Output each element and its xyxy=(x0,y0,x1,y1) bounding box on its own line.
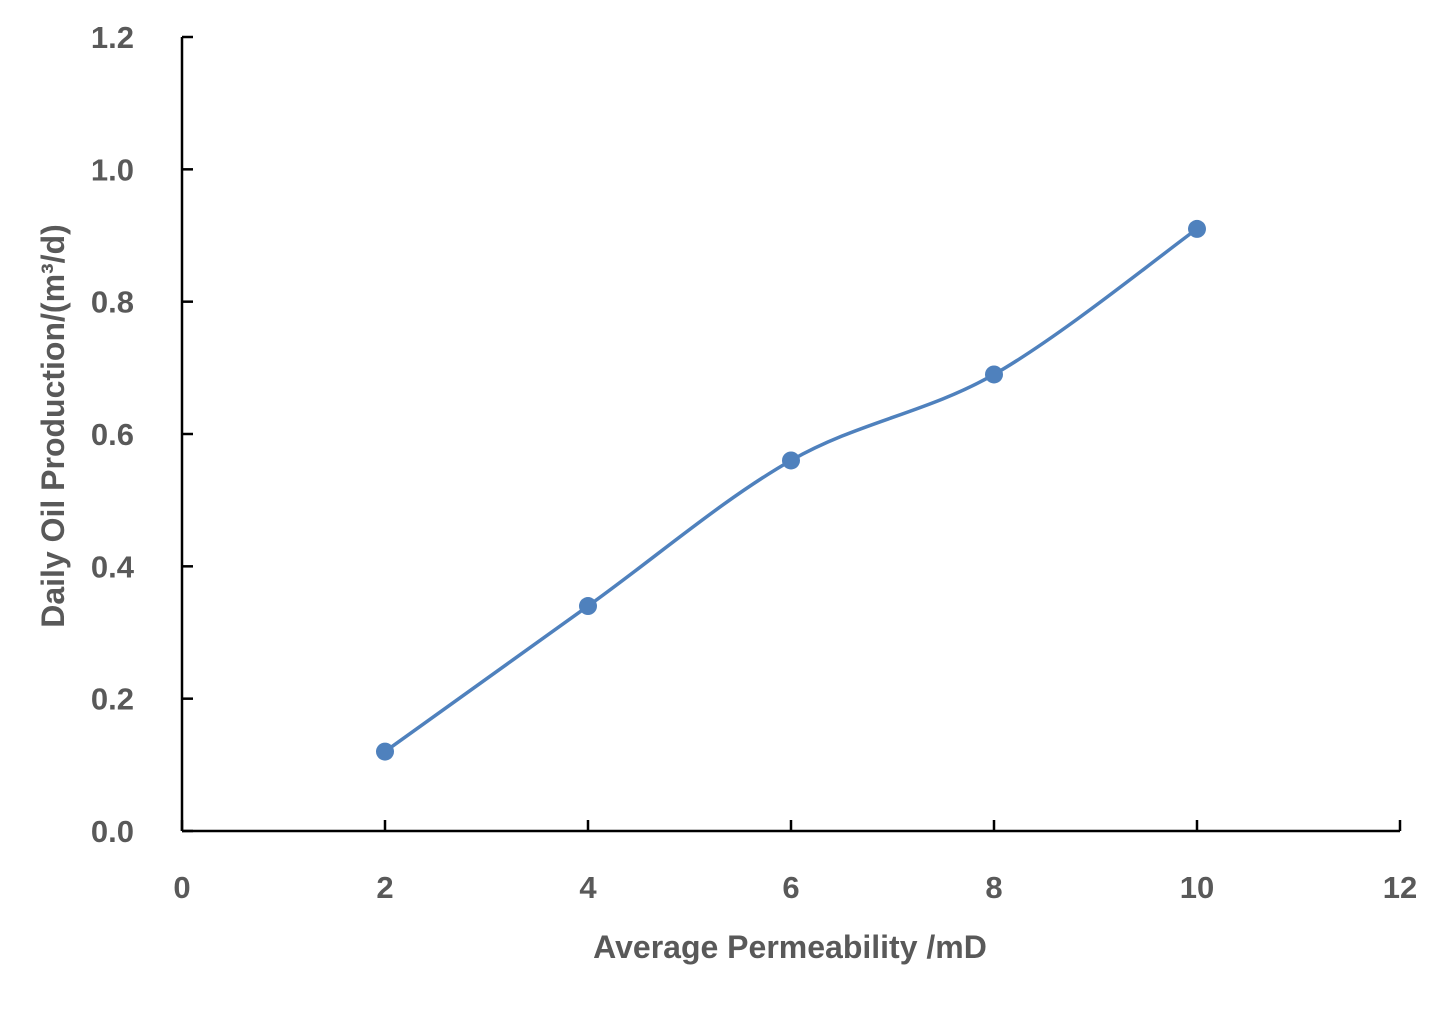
y-tick-label: 0.4 xyxy=(91,549,135,584)
x-tick-label: 10 xyxy=(1180,870,1214,905)
data-point xyxy=(579,597,597,616)
series-line xyxy=(383,227,1199,754)
y-tick-label: 0.0 xyxy=(91,814,134,849)
y-tick-label: 1.0 xyxy=(91,152,134,187)
y-axis-title: Daily Oil Production/(m³/d) xyxy=(35,224,71,628)
x-tick-label: 8 xyxy=(985,870,1002,905)
data-point xyxy=(1188,219,1206,238)
y-ticks: 0.0 0.2 0.4 0.6 0.8 1.0 1.2 xyxy=(91,20,193,849)
axes xyxy=(180,37,1400,833)
x-tick-label: 6 xyxy=(782,870,799,905)
data-point xyxy=(985,365,1003,384)
x-tick-label: 12 xyxy=(1383,870,1417,905)
y-tick-label: 1.2 xyxy=(91,20,134,55)
x-tick-label: 2 xyxy=(376,870,393,905)
x-tick-label: 0 xyxy=(173,870,190,905)
x-tick-label: 4 xyxy=(579,870,597,905)
y-tick-label: 0.8 xyxy=(91,285,134,320)
y-tick-label: 0.2 xyxy=(91,682,134,717)
data-point xyxy=(376,742,394,761)
series-group xyxy=(376,219,1206,761)
x-ticks: 0 2 4 6 8 10 12 xyxy=(173,820,1417,905)
y-tick-label: 0.6 xyxy=(91,417,134,452)
data-point xyxy=(782,451,800,470)
x-axis-title: Average Permeability /mD xyxy=(593,929,987,965)
